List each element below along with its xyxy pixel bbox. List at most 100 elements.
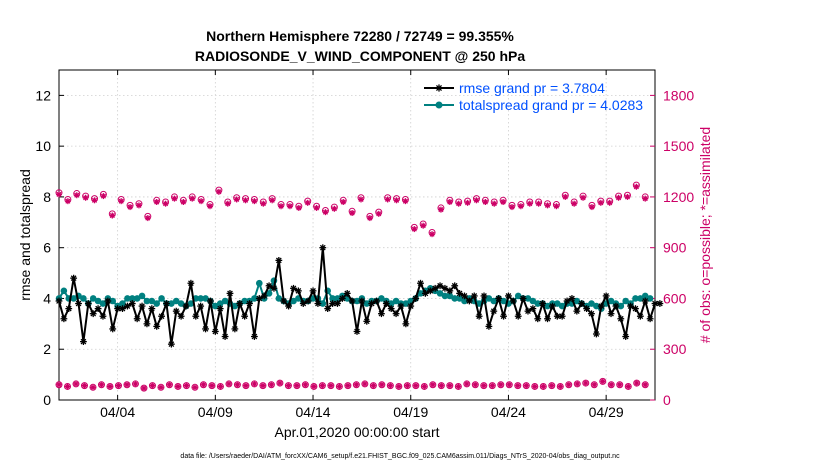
obs-low-assimilated-point (243, 383, 249, 389)
totalspread-point (197, 295, 204, 302)
obs-low-possible-point (522, 382, 530, 390)
obs_assimilated-point (357, 196, 364, 203)
obs-low-possible-point (582, 379, 590, 387)
obs-low-assimilated-point (549, 383, 555, 389)
legend-totalspread-label: totalspread grand pr = 4.0283 (459, 97, 643, 113)
rmse-point (475, 312, 483, 320)
obs_assimilated-point (482, 199, 489, 205)
rmse-point (294, 287, 302, 295)
legend-totalspread-marker (435, 101, 443, 109)
totalspread-point (158, 295, 165, 302)
obs-low-assimilated-point (625, 383, 631, 389)
totalspread-point (241, 297, 248, 305)
obs-low-possible-point (352, 381, 360, 389)
obs-low-assimilated-point (302, 382, 308, 388)
obs-low-assimilated-point (387, 383, 393, 389)
y-axis-label-right: # of obs: o=possible; *=assimilated (697, 127, 713, 343)
totalspread-point (378, 295, 385, 302)
totalspread-point (456, 295, 463, 302)
rmse-point (338, 295, 346, 302)
obs-low-possible-point (531, 382, 539, 390)
totalspread-point (490, 297, 498, 305)
totalspread-point (172, 297, 180, 305)
obs-low-assimilated-point (498, 382, 504, 388)
obs-low-assimilated-point (319, 383, 325, 389)
right-tick-label: 1800 (663, 87, 694, 103)
obs_assimilated-point (206, 203, 213, 210)
totalspread-point (265, 290, 273, 297)
obs-low-possible-point (157, 383, 165, 391)
obs-low-possible-point (301, 381, 309, 389)
rmse-point (509, 297, 517, 305)
rmse-point (246, 300, 253, 307)
obs_assimilated-point (100, 193, 107, 200)
rmse-point (636, 312, 644, 320)
rmse-point (451, 282, 459, 290)
obs_assimilated-point (437, 206, 444, 213)
obs-low-assimilated-point (311, 383, 317, 389)
rmse-point (177, 312, 185, 320)
obs-low-possible-point (514, 382, 522, 390)
totalspread-point (363, 300, 371, 307)
obs-low-assimilated-point (489, 383, 495, 389)
rmse-point (539, 300, 547, 307)
right-axis-ticks: 0 300 600 900 1200 1500 1800 (650, 87, 694, 408)
obs_assimilated-point (322, 209, 329, 216)
obs_assimilated-point (624, 193, 631, 200)
rmse-point (197, 302, 205, 310)
obs-low-assimilated-point (115, 383, 121, 389)
x-tick-label: 04/04 (100, 404, 135, 420)
obs-low-assimilated-point (277, 380, 283, 386)
totalspread-point (392, 297, 400, 305)
obs-low-possible-point (361, 380, 369, 388)
rmse-point (236, 300, 244, 307)
obs-low-assimilated-point (132, 381, 138, 387)
rmse-point (368, 300, 376, 307)
rmse-point (163, 300, 170, 307)
rmse-point (319, 244, 327, 252)
obs-low-assimilated-point (557, 383, 563, 389)
rmse-point (324, 305, 332, 313)
rmse-series (55, 244, 664, 348)
rmse-point (397, 302, 405, 310)
obs-low-possible-point (344, 382, 352, 390)
totalspread-point (436, 290, 444, 297)
obs-low-assimilated-point (124, 382, 130, 388)
rmse-point (202, 325, 209, 333)
totalspread-point (461, 297, 468, 305)
totalspread-point (558, 302, 566, 310)
obs_assimilated-point (393, 197, 400, 204)
obs-low-possible-point (505, 381, 513, 389)
obs-low-possible-point (437, 382, 445, 390)
totalspread-point (622, 297, 629, 305)
rmse-point (182, 302, 190, 310)
obs-low-possible-point (191, 383, 199, 391)
rmse-point (314, 300, 322, 307)
rmse-point (627, 302, 634, 310)
obs-low-possible-point (131, 380, 139, 388)
obs-low-assimilated-point (455, 383, 461, 389)
rmse-point (270, 284, 278, 292)
obs_assimilated-point (642, 195, 649, 202)
obs_assimilated-point (73, 192, 80, 199)
totalspread-point (70, 295, 77, 302)
obs_assimilated-point (304, 199, 311, 206)
obs_assimilated-point (384, 196, 391, 203)
rmse-point (456, 289, 463, 297)
totalspread-point (607, 297, 615, 305)
data-file-footer: data file: /Users/raeder/DAI/ATM_forcXX/… (180, 453, 620, 460)
obs-low-assimilated-point (447, 383, 453, 389)
totalspread-point (441, 292, 449, 300)
obs_assimilated-point (526, 200, 533, 207)
rmse-point (343, 289, 351, 297)
obs-low-assimilated-point (285, 383, 291, 389)
obs-low-possible-point (395, 382, 403, 390)
rmse-point (436, 282, 444, 290)
rmse-point (387, 305, 395, 313)
obs-low-possible-point (497, 381, 505, 389)
rmse-point (373, 297, 380, 305)
rmse-point (549, 302, 556, 310)
obs_assimilated-point (473, 197, 480, 204)
obs-low-assimilated-point (209, 383, 215, 389)
